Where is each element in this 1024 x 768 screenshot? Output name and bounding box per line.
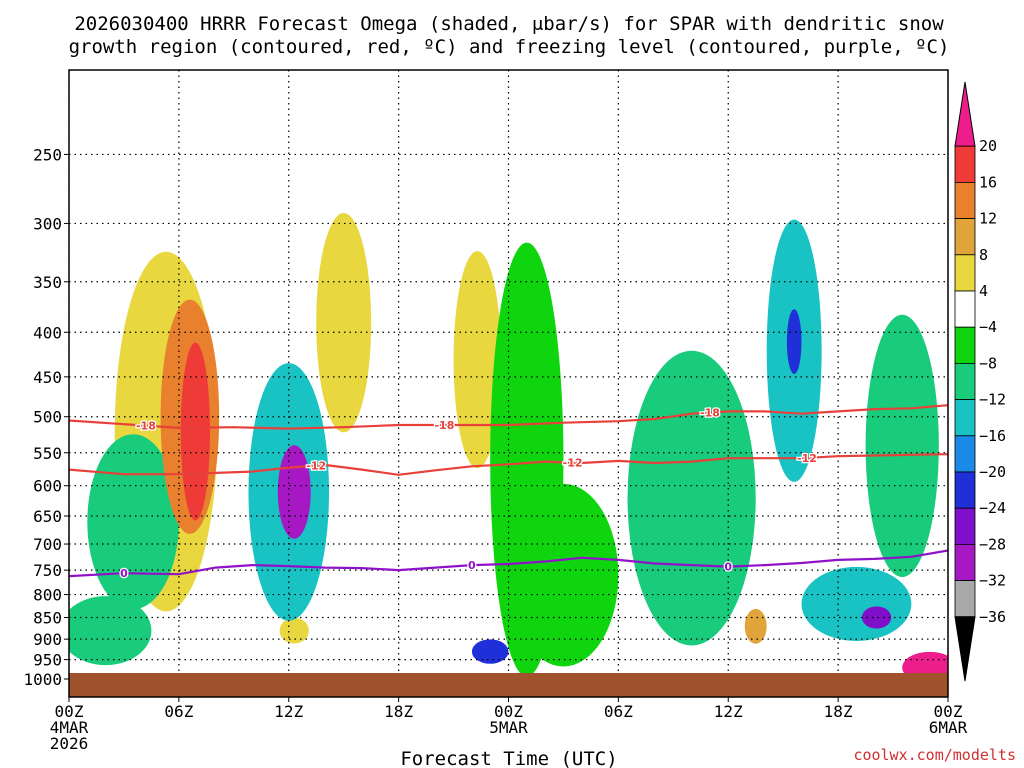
chart-title-line-1: 2026030400 HRRR Forecast Omega (shaded, … xyxy=(74,13,944,35)
contour-label: -18 xyxy=(700,407,720,420)
colorbar-label: −20 xyxy=(979,463,1006,481)
x-tick-label: 00Z xyxy=(934,702,963,721)
chart-title-line-2: growth region (contoured, red, ºC) and f… xyxy=(69,36,950,58)
ground-surface xyxy=(69,673,948,697)
colorbar-swatch xyxy=(954,326,976,364)
omega-sinking-cell xyxy=(279,617,309,644)
colorbar-label: 16 xyxy=(979,173,997,191)
y-tick-label: 250 xyxy=(33,145,62,164)
omega-rising-cell xyxy=(865,314,939,577)
colorbar-label: −36 xyxy=(979,608,1006,626)
omega-rising-cell xyxy=(861,606,892,629)
x-tick-label: 06Z xyxy=(164,702,193,721)
omega-rising-cell xyxy=(508,483,619,667)
x-tick-label: 4MAR xyxy=(50,718,89,737)
y-tick-label: 900 xyxy=(33,630,62,649)
colorbar-swatch-top xyxy=(954,81,976,147)
colorbar-label: −8 xyxy=(979,354,997,372)
contour-label: -18 xyxy=(136,420,156,433)
colorbar-label: −16 xyxy=(979,427,1006,445)
y-tick-label: 850 xyxy=(33,609,62,628)
y-tick-label: 650 xyxy=(33,507,62,526)
y-tick-label: 300 xyxy=(33,214,62,233)
omega-rising-cell xyxy=(627,350,756,646)
y-tick-label: 800 xyxy=(33,586,62,605)
omega-sinking-cell xyxy=(744,608,767,644)
y-tick-label: 1000 xyxy=(23,670,62,689)
grid-lines xyxy=(69,70,948,697)
colorbar-swatch xyxy=(954,145,976,183)
x-tick-label: 00Z xyxy=(494,702,523,721)
y-tick-label: 600 xyxy=(33,477,62,496)
contour-label: -12 xyxy=(797,452,817,465)
colorbar-label: −24 xyxy=(979,499,1006,517)
omega-rising-cell xyxy=(69,596,152,666)
colorbar-swatch xyxy=(954,507,976,545)
x-tick-label: 00Z xyxy=(55,702,84,721)
colorbar-label: 12 xyxy=(979,210,997,228)
omega-sinking-cell xyxy=(316,213,372,433)
x-tick-label: 6MAR xyxy=(929,718,968,737)
colorbar-label: −32 xyxy=(979,572,1006,590)
colorbar-label: −12 xyxy=(979,391,1006,409)
colorbar-swatch xyxy=(954,362,976,400)
x-axis-label: Forecast Time (UTC) xyxy=(400,748,617,768)
colorbar-swatch xyxy=(954,580,976,618)
temperature-contours: -18 -18 -18 -12 -12 -12 0 0 0 xyxy=(69,404,948,581)
omega-sinking-cell xyxy=(453,251,502,469)
colorbar-swatch xyxy=(954,399,976,437)
y-tick-label: 750 xyxy=(33,561,62,580)
colorbar-label: 4 xyxy=(979,282,988,300)
colorbar-label: −4 xyxy=(979,318,997,336)
y-tick-label: 400 xyxy=(33,323,62,342)
x-tick-label: 12Z xyxy=(274,702,303,721)
y-tick-label: 450 xyxy=(33,368,62,387)
colorbar-label: −28 xyxy=(979,535,1006,553)
credit-text: coolwx.com/modelts xyxy=(853,746,1016,764)
colorbar-swatch xyxy=(954,181,976,219)
colorbar-swatch xyxy=(954,471,976,509)
contour-label: -18 xyxy=(434,419,454,432)
contour-line xyxy=(69,404,948,430)
y-tick-label: 500 xyxy=(33,408,62,427)
x-tick-label: 06Z xyxy=(604,702,633,721)
y-axis-ticks: 250 300 350 400 450 500 550 600 650 700 750 800 850 9… xyxy=(23,145,69,689)
colorbar-swatch xyxy=(954,254,976,292)
colorbar: 20 16 12 8 4 −4 −8 −12 −16 −20 −24 −28 −32 −36 xyxy=(954,81,1006,682)
colorbar-swatch xyxy=(954,544,976,582)
contour-label: -12 xyxy=(306,460,326,473)
x-tick-label: 12Z xyxy=(714,702,743,721)
contour-label: 0 xyxy=(468,559,476,572)
x-tick-label: 2026 xyxy=(50,734,89,753)
omega-rising-cell xyxy=(801,566,912,641)
y-tick-label: 950 xyxy=(33,651,62,670)
x-tick-label: 18Z xyxy=(824,702,853,721)
colorbar-swatch xyxy=(954,290,976,328)
contour-label: 0 xyxy=(724,561,732,574)
colorbar-swatch-bottom xyxy=(954,616,976,682)
omega-rising-cell xyxy=(471,639,509,664)
colorbar-swatch xyxy=(954,435,976,473)
contour-label: 0 xyxy=(120,567,128,580)
y-tick-label: 700 xyxy=(33,535,62,554)
plot-area: -18 -18 -18 -12 -12 -12 0 0 0 xyxy=(69,70,948,697)
omega-rising-cell xyxy=(786,309,802,375)
y-tick-label: 550 xyxy=(33,444,62,463)
omega-rising-cell xyxy=(87,434,179,610)
contour-line xyxy=(69,549,948,578)
y-tick-label: 350 xyxy=(33,273,62,292)
omega-sinking-cell xyxy=(180,342,211,521)
contour-line xyxy=(69,453,948,476)
colorbar-swatch xyxy=(954,218,976,256)
x-tick-label: 5MAR xyxy=(489,718,528,737)
colorbar-label: 8 xyxy=(979,246,988,264)
colorbar-label: 20 xyxy=(979,137,997,155)
contour-label: -12 xyxy=(563,457,583,470)
x-tick-label: 18Z xyxy=(384,702,413,721)
